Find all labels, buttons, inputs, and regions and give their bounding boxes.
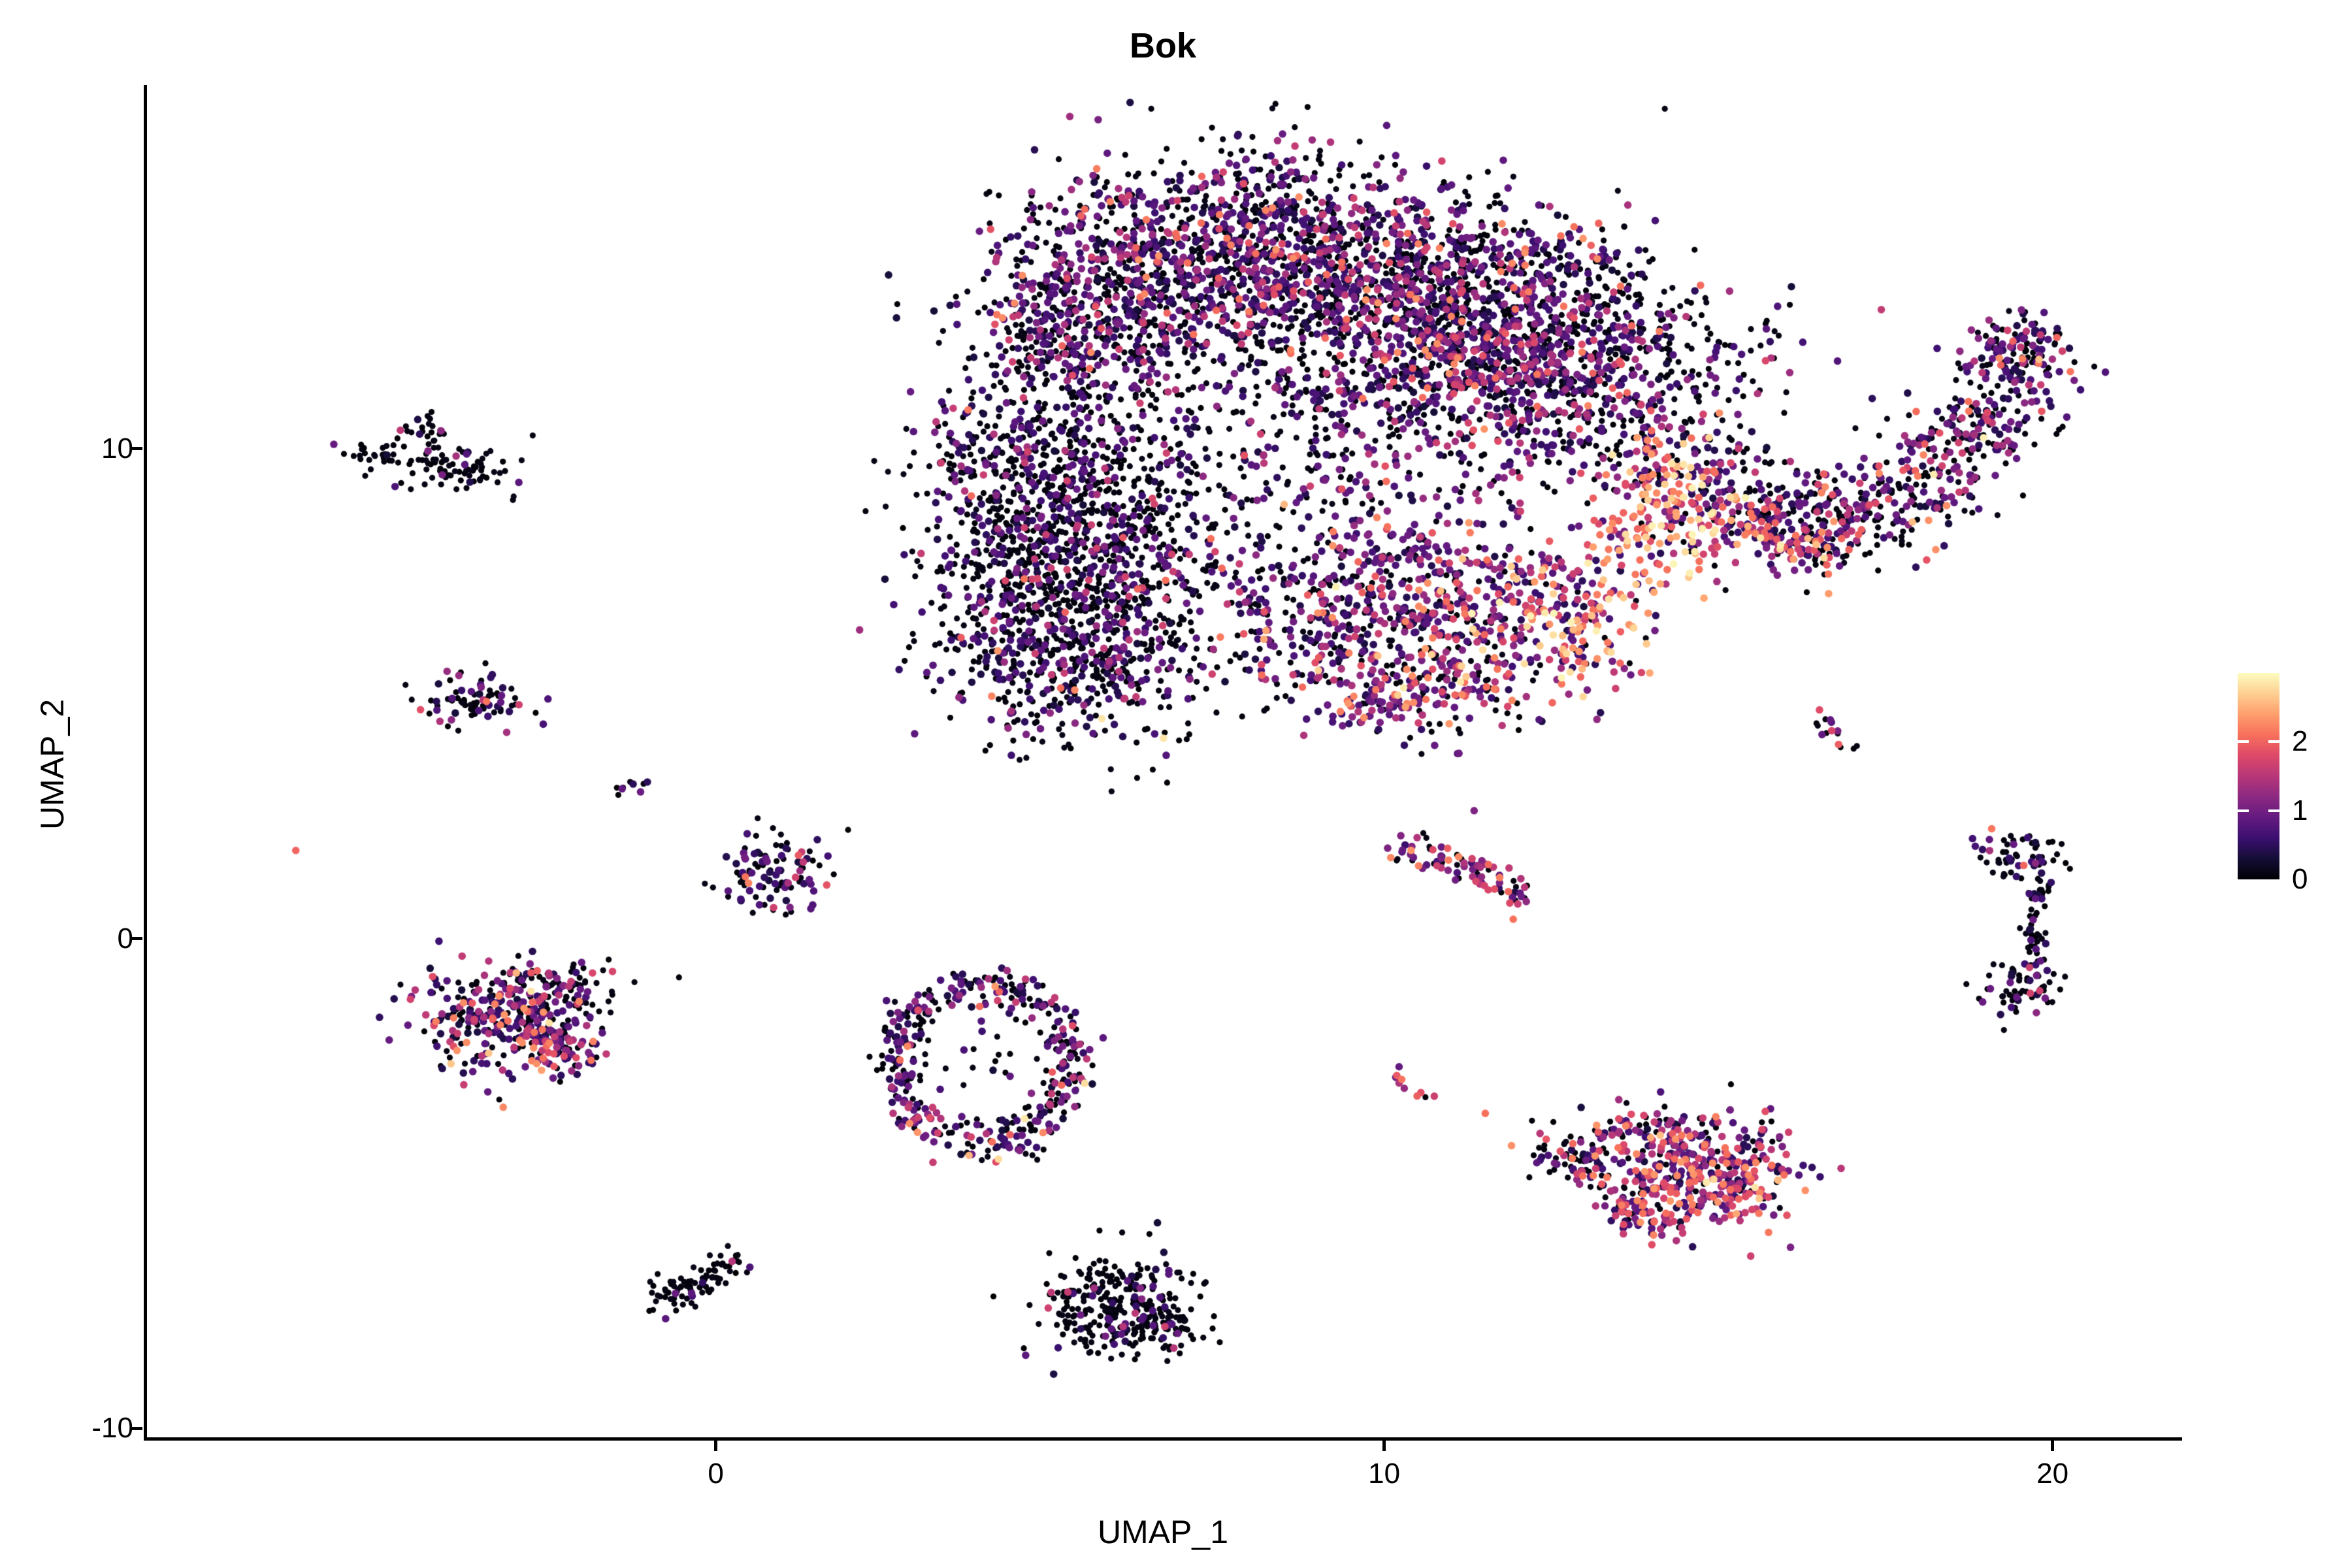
x-tick-mark xyxy=(2051,1441,2055,1451)
colorbar-tick-mark xyxy=(2268,740,2279,743)
y-tick-mark xyxy=(132,937,142,941)
legend-tick-label: 1 xyxy=(2292,794,2308,826)
y-axis-line xyxy=(144,85,147,1441)
y-tick-label: 10 xyxy=(101,432,133,465)
colorbar-tick-mark xyxy=(2238,809,2249,812)
x-axis-title: UMAP_1 xyxy=(1097,1514,1229,1550)
x-tick-label: 10 xyxy=(1368,1458,1401,1490)
y-tick-label: -10 xyxy=(91,1412,133,1445)
y-tick-label: 0 xyxy=(117,922,133,955)
legend-tick-label: 0 xyxy=(2292,863,2308,895)
legend-tick-label: 2 xyxy=(2292,725,2308,758)
x-axis-line xyxy=(144,1437,2182,1441)
y-tick-mark xyxy=(132,1426,142,1430)
colorbar-tick-mark xyxy=(2238,740,2249,743)
colorbar-tick-mark xyxy=(2268,809,2279,812)
x-tick-label: 0 xyxy=(708,1458,724,1490)
x-tick-label: 20 xyxy=(2036,1458,2069,1490)
x-tick-mark xyxy=(714,1441,718,1451)
legend-colorbar xyxy=(2238,673,2279,879)
plot-title: Bok xyxy=(1129,26,1196,65)
y-tick-mark xyxy=(132,447,142,451)
y-axis-title: UMAP_2 xyxy=(34,698,71,830)
x-tick-mark xyxy=(1382,1441,1386,1451)
